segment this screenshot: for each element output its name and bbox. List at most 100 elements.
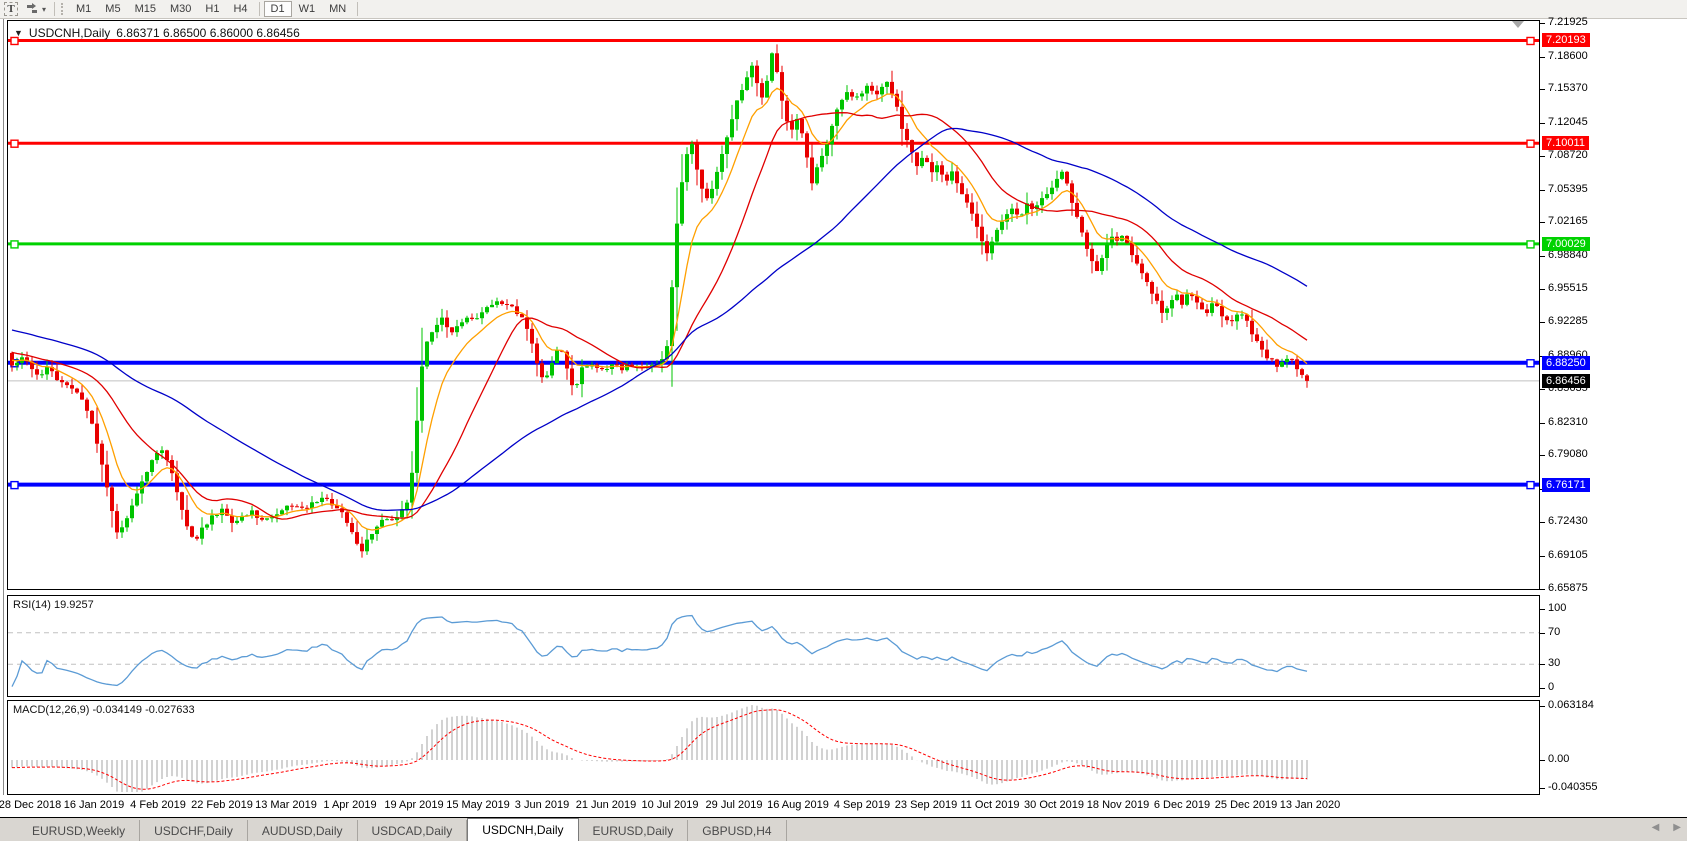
chart-shift-marker[interactable] [1512, 21, 1524, 28]
level-line-anchor[interactable] [1526, 240, 1535, 249]
date-axis-label: 18 Nov 2019 [1086, 799, 1150, 811]
text-tool-button[interactable]: T [1, 1, 21, 18]
timeframe-button-m1[interactable]: M1 [76, 3, 92, 15]
chevron-down-icon: ▾ [42, 4, 47, 14]
macd-canvas[interactable] [8, 701, 1539, 794]
date-axis[interactable]: 28 Dec 2018 16 Jan 2019 4 Feb 2019 22 Feb 2… [0, 795, 1687, 817]
level-line-anchor[interactable] [10, 480, 19, 490]
price-axis-tickmark [1540, 222, 1545, 224]
moving-average-line [11, 87, 1308, 531]
chart-tab-eurusd-weekly[interactable]: EURUSD,Weekly [18, 820, 141, 841]
chart-tab-usdchf-daily[interactable]: USDCHF,Daily [140, 820, 248, 841]
toolbar-separator [54, 2, 56, 16]
date-axis-label: 10 Jul 2019 [641, 799, 699, 811]
price-axis-tickmark [1540, 122, 1545, 124]
collapse-triangle-icon[interactable]: ▼ [14, 28, 23, 38]
date-axis-label: 11 Oct 2019 [960, 799, 1020, 811]
timeframe-button-m15[interactable]: M15 [134, 3, 156, 15]
chart-tab-gbpusd-h4[interactable]: GBPUSD,H4 [688, 820, 787, 841]
timeframe-button-m30[interactable]: M30 [169, 3, 192, 15]
tab-scroll-left-icon[interactable]: ◀ [1651, 822, 1660, 833]
price-axis-tickmark [1540, 23, 1545, 24]
tab-scroll-right-icon[interactable]: ▶ [1673, 822, 1681, 833]
price-axis-tick-label: 6.72430 [1548, 515, 1588, 528]
price-axis-tick-label: 70 [1548, 625, 1561, 638]
main-chart-canvas[interactable] [8, 21, 1539, 589]
timeframe-button-group: M1 M5 M15 M30 H1 H4 D1 W1 MN [69, 1, 362, 17]
price-axis-tick-label: 0 [1548, 681, 1555, 693]
macd-indicator-label: MACD(12,26,9) -0.034149 -0.027633 [13, 704, 195, 716]
timeframe-button-m5[interactable]: M5 [105, 3, 121, 15]
price-axis-tick-label: 7.15370 [1548, 82, 1588, 95]
level-line-anchor[interactable] [10, 240, 19, 249]
date-axis-label: 4 Feb 2019 [130, 799, 186, 811]
tab-scroll-controls: ◀ ▶ [1652, 822, 1681, 833]
timeframe-button-d1[interactable]: D1 [263, 1, 292, 17]
moving-average-line [11, 127, 1308, 512]
chart-ohlc-values: 6.86371 6.86500 6.86000 6.86456 [116, 26, 300, 40]
toolbar-grip-handle[interactable] [61, 3, 64, 15]
price-axis-tickmark [1540, 706, 1545, 707]
toolbar-separator [357, 2, 359, 16]
date-axis-label: 15 May 2019 [446, 799, 510, 811]
chart-tab-eurusd-daily[interactable]: EURUSD,Daily [579, 820, 689, 841]
price-axis-tickmark [1540, 788, 1545, 789]
level-price-label: 6.88250 [1542, 355, 1590, 370]
rsi-line [11, 614, 1308, 687]
chart-tab-audusd-daily[interactable]: AUDUSD,Daily [248, 820, 358, 841]
price-axis-tickmark [1540, 289, 1545, 291]
timeframe-button-w1[interactable]: W1 [298, 3, 316, 15]
window-left-frame [3, 19, 4, 818]
macd-signal-line [12, 709, 1308, 790]
price-axis-tick-label: 30 [1548, 657, 1561, 670]
top-toolbar: T ▾ M1 M5 M15 M30 H1 H4 D1 W1 MN [0, 0, 1687, 19]
price-axis-tickmark [1540, 189, 1545, 191]
date-axis-label: 16 Aug 2019 [767, 799, 829, 811]
price-axis-tick-label: 7.21925 [1548, 16, 1588, 28]
arrows-tool-button[interactable]: ▾ [23, 1, 49, 18]
level-price-label: 6.76171 [1542, 477, 1590, 492]
price-axis-tick-label: 6.69105 [1548, 548, 1588, 561]
level-line-anchor[interactable] [1526, 36, 1535, 46]
price-axis-tickmark [1540, 56, 1545, 58]
level-line-anchor[interactable] [10, 36, 19, 46]
toolbar-separator [258, 2, 260, 16]
price-axis-tickmark [1540, 255, 1545, 257]
date-axis-label: 23 Sep 2019 [894, 799, 958, 811]
date-axis-label: 3 Jun 2019 [514, 799, 570, 811]
price-axis-tick-label: 6.95515 [1548, 282, 1588, 295]
level-line-anchor[interactable] [1526, 139, 1535, 148]
arrows-tool-icon [27, 2, 37, 13]
date-axis-label: 30 Oct 2019 [1024, 799, 1084, 811]
timeframe-button-h4[interactable]: H4 [233, 3, 248, 15]
level-line-anchor[interactable] [10, 139, 19, 148]
rsi-canvas[interactable] [8, 596, 1539, 696]
chart-tab-usdcnh-daily[interactable]: USDCNH,Daily [467, 818, 579, 841]
chart-tab-usdcad-daily[interactable]: USDCAD,Daily [358, 820, 468, 841]
level-line-anchor[interactable] [1526, 480, 1535, 490]
price-axis-tick-label: 7.02165 [1548, 215, 1588, 228]
price-axis-tickmark [1540, 588, 1545, 590]
moving-average-line [11, 112, 1308, 520]
timeframe-button-mn[interactable]: MN [329, 3, 347, 15]
price-axis-tickmark [1540, 664, 1545, 666]
level-line-anchor[interactable] [1526, 359, 1535, 368]
timeframe-button-h1[interactable]: H1 [205, 3, 220, 15]
date-axis-label: 25 Dec 2019 [1214, 799, 1278, 811]
level-price-label: 7.20193 [1542, 33, 1590, 48]
price-axis-tickmark [1540, 632, 1545, 634]
price-axis-tickmark [1540, 455, 1545, 457]
price-axis-tick-label: 0.063184 [1548, 699, 1594, 711]
price-axis-tick-label: 6.92285 [1548, 315, 1588, 328]
price-axis-tick-label: 6.79080 [1548, 448, 1588, 461]
date-axis-label: 1 Apr 2019 [323, 799, 377, 811]
date-axis-label: 16 Jan 2019 [63, 799, 125, 811]
price-axis-tick-label: 100 [1548, 602, 1567, 614]
price-axis[interactable]: 7.21925 7.18600 7.15370 7.12045 7.08720 7.053… [1540, 16, 1687, 817]
price-axis-tickmark [1540, 609, 1545, 610]
level-price-label: 7.00029 [1542, 236, 1590, 251]
main-chart-panel [7, 20, 1540, 590]
price-axis-tick-label: 7.18600 [1548, 49, 1588, 62]
rsi-indicator-label: RSI(14) 19.9257 [13, 599, 94, 611]
price-axis-tickmark [1540, 760, 1545, 761]
